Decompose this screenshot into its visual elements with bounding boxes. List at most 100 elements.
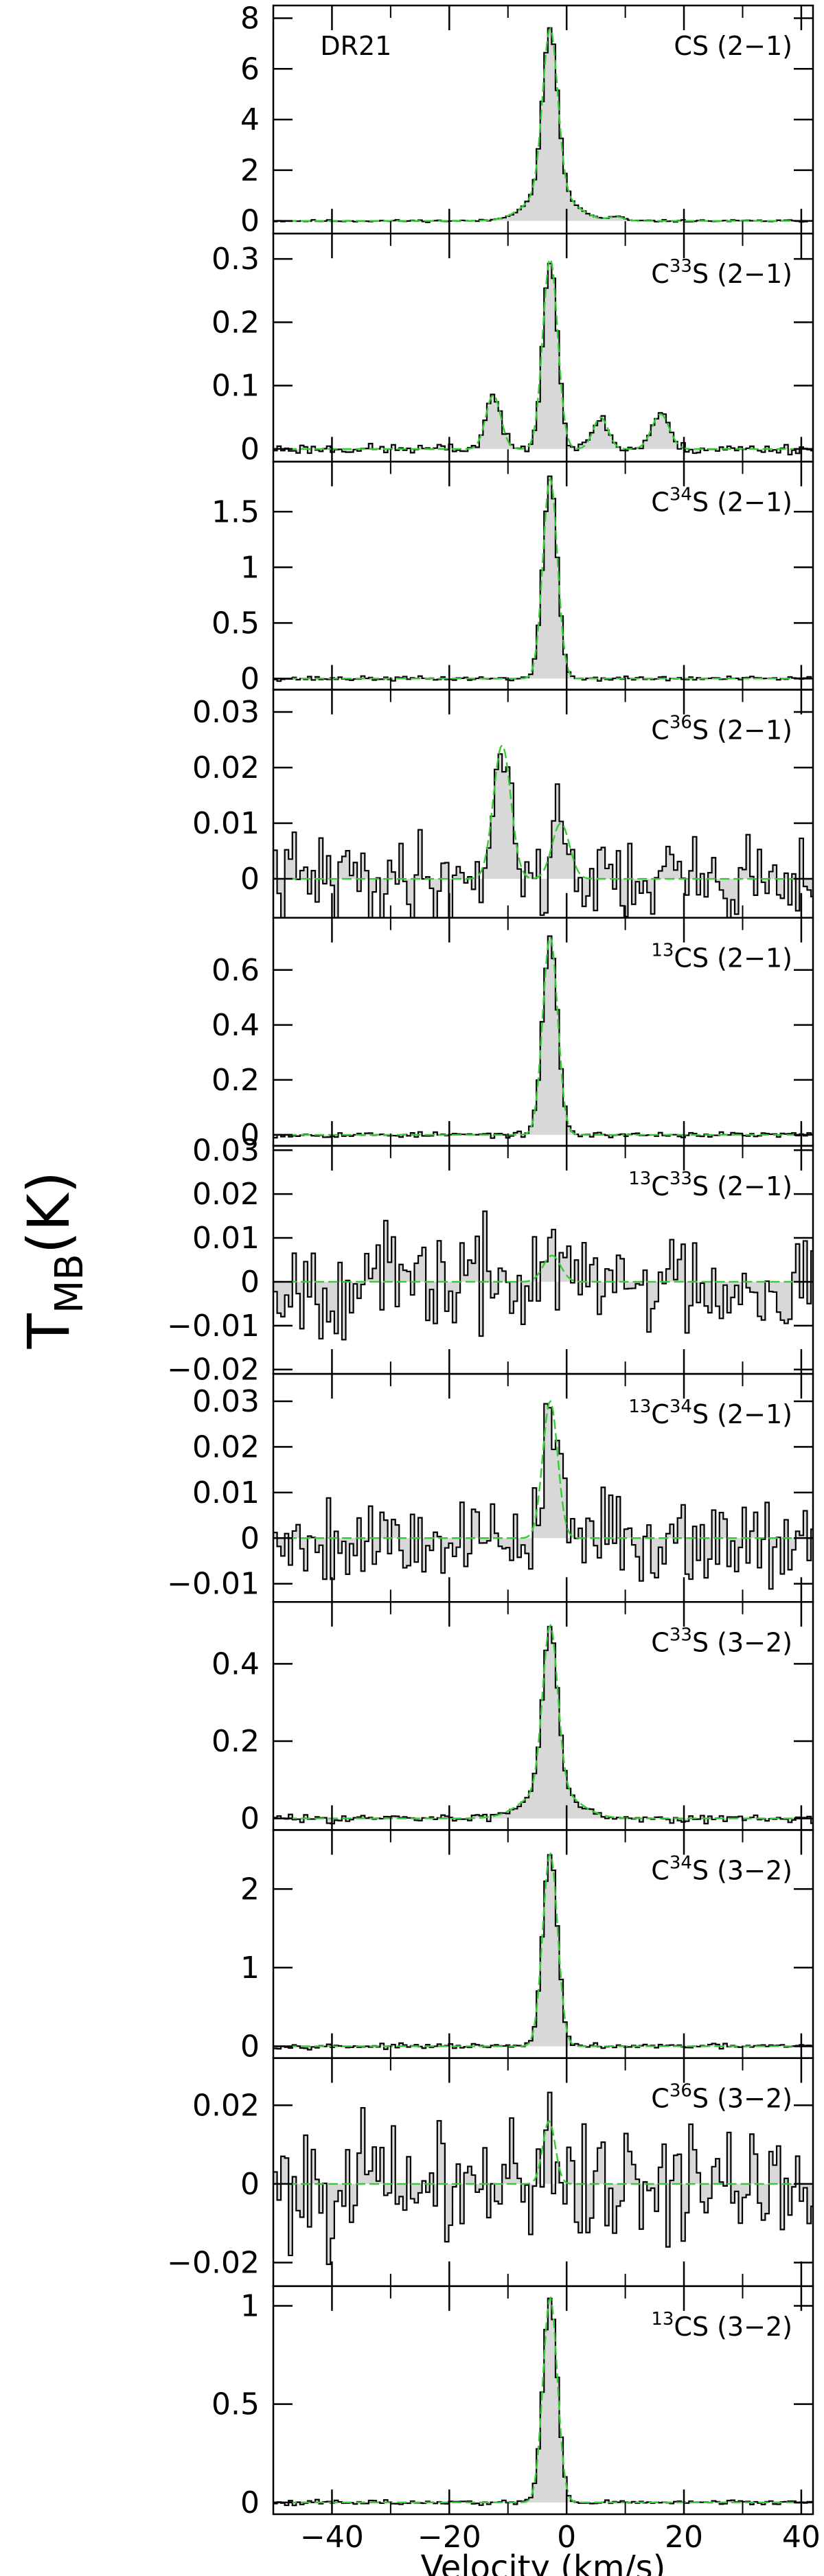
spectrum-histogram [273,753,813,918]
isotope-superscript: 34 [670,484,692,505]
y-tick-label: 0 [240,661,260,696]
gaussian-fit-line [273,2296,813,2504]
spectrum-histogram [273,1626,813,1825]
y-tick-label: 0.4 [211,1646,260,1681]
molecule-text: C [651,259,670,289]
y-tick-label: 0.5 [211,606,260,641]
gaussian-fit-line [273,2119,813,2185]
y-tick-label: 1 [240,550,260,585]
panel-frame [272,2285,814,2516]
gaussian-fit-line [273,1254,813,1283]
y-tick-label: 6 [240,51,260,87]
y-tick-label: 0 [240,2167,260,2202]
molecule-text: CS [674,31,709,61]
x-tick-label: −20 [417,2520,481,2555]
molecule-label: 13C33S (2−1) [628,1169,792,1201]
gaussian-fit-line [273,935,813,1136]
isotope-superscript: 33 [670,1169,692,1189]
y-tick-label: 0 [240,2485,260,2520]
molecule-label: C34S (2−1) [651,484,792,517]
molecule-label: C34S (3−2) [651,1852,792,1885]
spectrum-panel: 0 0.2 0.4 0.6 13CS (2−1) [211,917,814,1153]
molecule-text: (2−1) [709,1399,792,1429]
spectrum-panel: 0 0.01 0.02 0.03 C36S (2−1) [192,689,814,919]
molecule-text: (2−1) [709,487,792,517]
molecule-text: S [692,2084,709,2114]
y-tick-label: 0 [240,432,260,467]
spectrum-fill [273,2298,813,2506]
spectrum-fill [273,27,813,222]
spectrum-panel: 0 0.2 0.4 C33S (3−2) [211,1601,814,1837]
spectrum-panel: −0.01 0 0.01 0.02 0.03 13C34S (2−1) [167,1372,814,1603]
isotope-superscript: 36 [670,2081,692,2102]
molecule-label: CS (2−1) [674,31,792,61]
molecule-text: (2−1) [709,1171,792,1201]
y-axis-title-main: T [15,1313,82,1349]
molecule-text: C [651,1627,670,1657]
y-tick-label: 0.5 [211,2387,260,2422]
molecule-text: S [692,715,709,746]
y-tick-label: 8 [240,1,260,36]
y-tick-label: 1 [240,1951,260,1986]
isotope-superscript: 34 [670,1852,692,1873]
y-tick-label: 0.4 [211,1008,260,1043]
y-tick-label: 1.5 [211,494,260,529]
isotope-superscript: 13 [628,1396,651,1417]
isotope-superscript: 36 [670,713,692,733]
molecule-text: (2−1) [709,31,792,61]
y-axis-title-subscript: MB [47,1254,92,1313]
spectrum-fill [273,263,813,455]
spectrum-fill [273,936,813,1138]
y-tick-label: 0 [240,1265,260,1300]
molecule-text: CS [674,943,709,974]
spectrum-panel: 0 0.5 1 13CS (3−2) [211,2285,814,2520]
molecule-text: S [692,259,709,289]
spectrum-fill [273,476,813,682]
y-tick-label: −0.02 [167,1353,260,1388]
spectrum-histogram [273,1210,813,1341]
molecule-label: 13CS (3−2) [651,2309,792,2342]
y-tick-label: 0.01 [192,1221,260,1256]
gaussian-fit-line [273,1852,813,2047]
spectrum-fill [273,1854,813,2050]
source-label: DR21 [320,31,391,61]
molecule-text: C [651,1399,670,1429]
spectrum-histogram [273,2297,813,2507]
molecule-text: (3−2) [709,2084,792,2114]
y-tick-label: 0.02 [192,1429,260,1464]
x-tick-label: 20 [665,2520,703,2555]
y-tick-label: 2 [240,153,260,188]
y-tick-label: −0.01 [167,1309,260,1344]
molecule-label: 13C34S (2−1) [628,1396,792,1429]
molecule-label: 13CS (2−1) [651,941,792,974]
y-tick-label: 0.2 [211,305,260,340]
molecule-text: (2−1) [709,259,792,289]
spectrum-histogram [273,2091,813,2266]
molecule-text: S [692,1855,709,1885]
gaussian-fit-line [273,476,813,680]
molecule-text: S [692,487,709,517]
molecule-label: C36S (2−1) [651,713,792,746]
spectrum-panel: 0 0.1 0.2 0.3 C33S (2−1) [211,232,814,467]
y-tick-label: 0 [240,1802,260,1837]
y-tick-label: 0.02 [192,750,260,785]
molecule-text: C [651,1855,670,1885]
y-tick-label: 0 [240,1118,260,1153]
gaussian-fit-line [273,1623,813,1819]
spectrum-fill [273,1211,813,1340]
x-tick-label: 40 [782,2520,821,2555]
y-tick-label: 0 [240,1521,260,1556]
y-tick-label: 0.2 [211,1724,260,1759]
y-tick-label: −0.01 [167,1567,260,1602]
molecule-text: (3−2) [709,1855,792,1885]
y-tick-label: 0.02 [192,2088,260,2123]
y-tick-label: 0 [240,204,260,239]
molecule-label: C33S (3−2) [651,1624,792,1657]
molecule-text: C [651,1171,670,1201]
molecule-label: C36S (3−2) [651,2081,792,2114]
molecule-text: (2−1) [709,715,792,746]
isotope-superscript: 13 [651,2309,674,2330]
molecule-text: S [692,1171,709,1201]
y-tick-label: 0 [240,862,260,897]
